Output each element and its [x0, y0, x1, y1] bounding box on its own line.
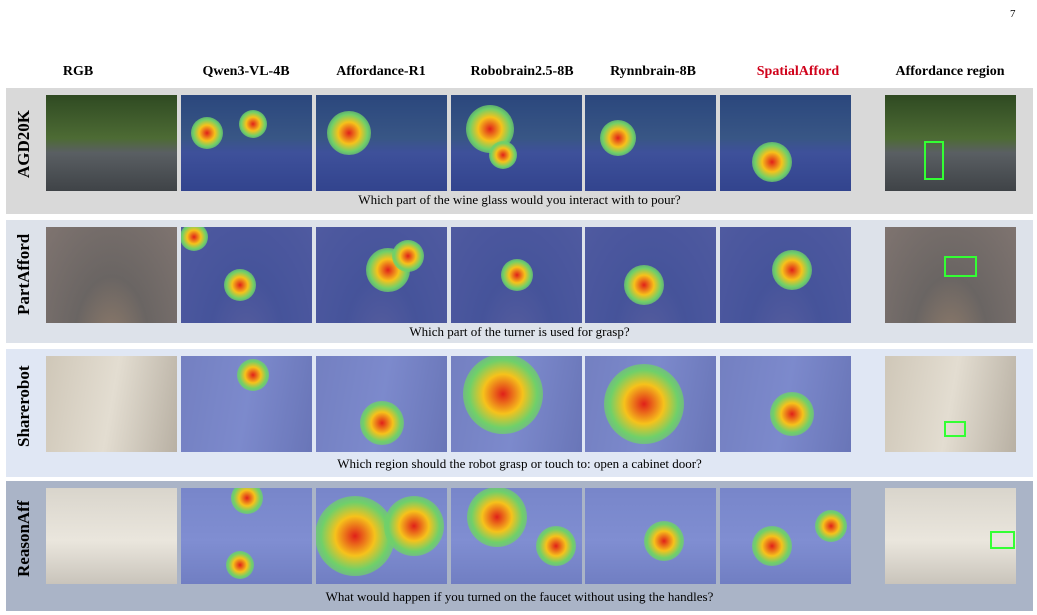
heatmap-spot: [181, 227, 209, 251]
dataset-label: Sharerobot: [14, 365, 33, 447]
heatmap-spot: [500, 259, 533, 291]
heatmap-spot: [752, 525, 793, 566]
heatmap-spot: [489, 140, 518, 169]
affordance-box: [943, 255, 977, 278]
heatmap-spot: [466, 488, 527, 547]
heatmap-spot: [535, 525, 576, 566]
heatmap-spot: [391, 239, 424, 272]
dataset-label: ReasonAff: [14, 500, 33, 578]
heatmap-spot: [326, 111, 371, 156]
image: [451, 488, 582, 584]
caption: Which part of the wine glass would you i…: [358, 192, 681, 207]
image: [316, 227, 447, 323]
affordance-box: [989, 531, 1015, 549]
image: [720, 356, 851, 452]
heatmap-spot: [815, 510, 848, 543]
image: [585, 95, 716, 191]
heatmap-spot: [239, 109, 268, 138]
dataset-label: AGD20K: [14, 110, 33, 178]
image: [451, 95, 582, 191]
column-header: Robobrain2.5-8B: [470, 64, 574, 79]
heatmap-spot: [599, 120, 636, 157]
image: [181, 227, 312, 323]
image: [720, 95, 851, 191]
dataset-label: PartAfford: [14, 233, 33, 316]
heatmap-spot: [191, 117, 224, 150]
heatmap-spot: [643, 520, 684, 561]
caption: Which region should the robot grasp or t…: [337, 456, 702, 471]
image: [885, 227, 1016, 323]
image: [885, 356, 1016, 452]
column-header: SpatialAfford: [756, 64, 840, 79]
image: [585, 488, 716, 584]
image: [181, 488, 312, 584]
image: [720, 488, 851, 584]
heatmap-spot: [230, 488, 263, 514]
column-header: Rynnbrain-8B: [610, 64, 696, 79]
image: [46, 227, 177, 323]
image: [181, 356, 312, 452]
affordance-box: [943, 421, 967, 437]
image: [46, 356, 177, 452]
heatmap-spot: [223, 268, 256, 301]
heatmap-spot: [772, 250, 813, 291]
caption: What would happen if you turned on the f…: [325, 589, 714, 604]
caption: Which part of the turner is used for gra…: [409, 324, 630, 339]
heatmap-spot: [237, 359, 270, 392]
column-header: Affordance region: [895, 64, 1005, 79]
image: [316, 356, 447, 452]
heatmap-spot: [384, 496, 445, 557]
heatmap-spot: [359, 401, 404, 446]
page-number: 7: [1010, 8, 1016, 20]
column-header: Qwen3-VL-4B: [202, 64, 290, 79]
heatmap-spot: [316, 496, 396, 576]
heatmap-spot: [225, 550, 254, 579]
column-header: RGB: [62, 64, 94, 79]
image: [885, 95, 1016, 191]
image: [316, 95, 447, 191]
image: [585, 356, 716, 452]
image: [46, 488, 177, 584]
image: [181, 95, 312, 191]
heatmap-spot: [603, 364, 684, 444]
heatmap-spot: [623, 264, 664, 305]
heatmap-spot: [770, 391, 815, 436]
image: [585, 227, 716, 323]
image: [46, 95, 177, 191]
heatmap-spot: [752, 142, 793, 183]
image: [451, 356, 582, 452]
image: [885, 488, 1016, 584]
image: [316, 488, 447, 584]
column-header: Affordance-R1: [336, 64, 426, 79]
heatmap-spot: [463, 356, 544, 435]
affordance-box: [924, 141, 945, 180]
image: [720, 227, 851, 323]
image: [451, 227, 582, 323]
